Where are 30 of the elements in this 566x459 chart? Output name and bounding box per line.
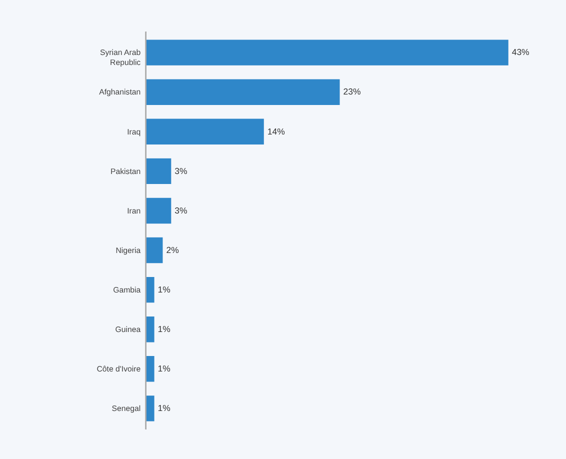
data-label: 1%	[158, 364, 171, 374]
bar	[146, 237, 163, 264]
y-tick-label: Iraq	[127, 127, 141, 136]
data-label: 1%	[158, 403, 171, 414]
data-label: 2%	[166, 244, 180, 255]
bar	[146, 79, 340, 105]
data-label: 3%	[174, 166, 188, 176]
y-tick-label: Gambia	[113, 285, 142, 294]
bar	[146, 356, 154, 382]
y-tick-label: Afghanistan	[99, 88, 141, 97]
data-label: 23%	[343, 86, 361, 97]
data-label: 43%	[512, 47, 530, 58]
y-tick-label: Nigeria	[116, 246, 142, 255]
data-label: 1%	[158, 324, 171, 334]
y-tick-label: Côte d'Ivoire	[96, 364, 142, 374]
bar	[146, 40, 508, 66]
bar	[146, 118, 264, 144]
y-tick-label: Pakistan	[110, 166, 141, 176]
bar	[146, 316, 154, 342]
bar	[146, 198, 172, 224]
y-tick-label: Guinea	[115, 324, 142, 334]
y-tick-label: Iran	[127, 206, 141, 216]
y-tick-label: Syrian Arab Republic	[100, 48, 142, 67]
data-label: 14%	[267, 126, 286, 136]
data-label: 3%	[174, 205, 188, 216]
bar	[146, 396, 154, 422]
bar	[146, 276, 154, 303]
y-tick-label: Senegal	[112, 404, 141, 414]
bar	[146, 158, 172, 184]
data-label: 1%	[158, 284, 171, 294]
